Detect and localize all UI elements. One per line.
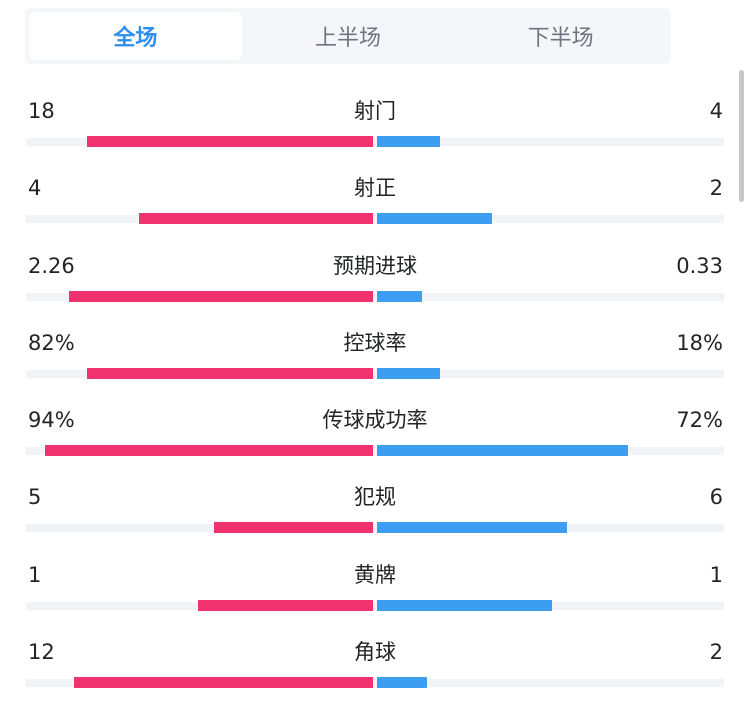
bar-track — [26, 215, 724, 224]
stat-row: 12 角球 2 — [0, 621, 750, 698]
away-value: 1 — [709, 562, 723, 587]
stat-row: 94% 传球成功率 72% — [0, 389, 750, 466]
home-bar — [69, 290, 373, 302]
stat-row: 5 犯规 6 — [0, 466, 750, 543]
stat-label: 黄牌 — [354, 562, 396, 587]
home-value: 82% — [28, 330, 75, 355]
away-value: 72% — [676, 408, 723, 433]
home-bar — [198, 599, 373, 611]
home-bar — [87, 136, 373, 147]
away-value: 2 — [709, 176, 723, 201]
home-value: 5 — [28, 485, 42, 510]
bar-track — [26, 524, 724, 533]
bar-track — [26, 292, 724, 301]
tab-first-half[interactable]: 上半场 — [315, 26, 382, 51]
stat-row: 2.26 预期进球 0.33 — [0, 235, 750, 312]
bar-track — [26, 601, 724, 610]
away-value: 6 — [709, 485, 723, 510]
home-value: 1 — [28, 562, 42, 587]
home-value: 4 — [28, 176, 42, 201]
stats-list: 18 射门 4 4 射正 2 2.26 预期进球 0.33 82% 控球率 18% 94% 传球成功率 72… — [0, 80, 750, 698]
away-bar — [377, 136, 440, 147]
away-bar — [377, 522, 567, 534]
away-bar — [377, 290, 422, 302]
tab-second-half[interactable]: 下半场 — [527, 26, 594, 51]
stat-label: 射门 — [354, 99, 396, 123]
stat-label: 控球率 — [343, 330, 407, 355]
stat-label: 犯规 — [354, 485, 396, 510]
home-bar — [214, 522, 373, 534]
home-bar — [87, 367, 373, 379]
away-bar — [377, 677, 427, 689]
away-bar — [377, 367, 440, 379]
tab-full-match[interactable]: 全场 — [29, 12, 242, 60]
stat-label: 射正 — [354, 176, 396, 201]
away-value: 18% — [676, 330, 723, 355]
bar-track — [26, 447, 724, 456]
home-value: 12 — [28, 640, 55, 665]
home-bar — [139, 213, 373, 225]
stat-row: 82% 控球率 18% — [0, 312, 750, 389]
home-value: 94% — [28, 408, 75, 433]
home-value: 2.26 — [28, 253, 75, 278]
away-value: 4 — [709, 99, 723, 123]
stat-label: 角球 — [354, 640, 396, 665]
stat-label: 传球成功率 — [322, 408, 428, 433]
away-value: 2 — [709, 640, 723, 665]
period-tabs: 全场 上半场 下半场 — [25, 8, 671, 64]
bar-track — [26, 138, 724, 146]
home-bar — [74, 677, 373, 689]
home-value: 18 — [28, 99, 55, 123]
away-value: 0.33 — [676, 253, 723, 278]
home-bar — [45, 445, 373, 457]
away-bar — [377, 213, 492, 225]
bar-track — [26, 679, 724, 688]
scrollbar[interactable] — [739, 70, 744, 202]
stat-label: 预期进球 — [333, 253, 417, 278]
stat-row: 18 射门 4 — [0, 80, 750, 157]
bar-track — [26, 369, 724, 378]
stat-row: 4 射正 2 — [0, 157, 750, 234]
away-bar — [377, 599, 552, 611]
away-bar — [377, 445, 628, 457]
stat-row: 1 黄牌 1 — [0, 544, 750, 621]
